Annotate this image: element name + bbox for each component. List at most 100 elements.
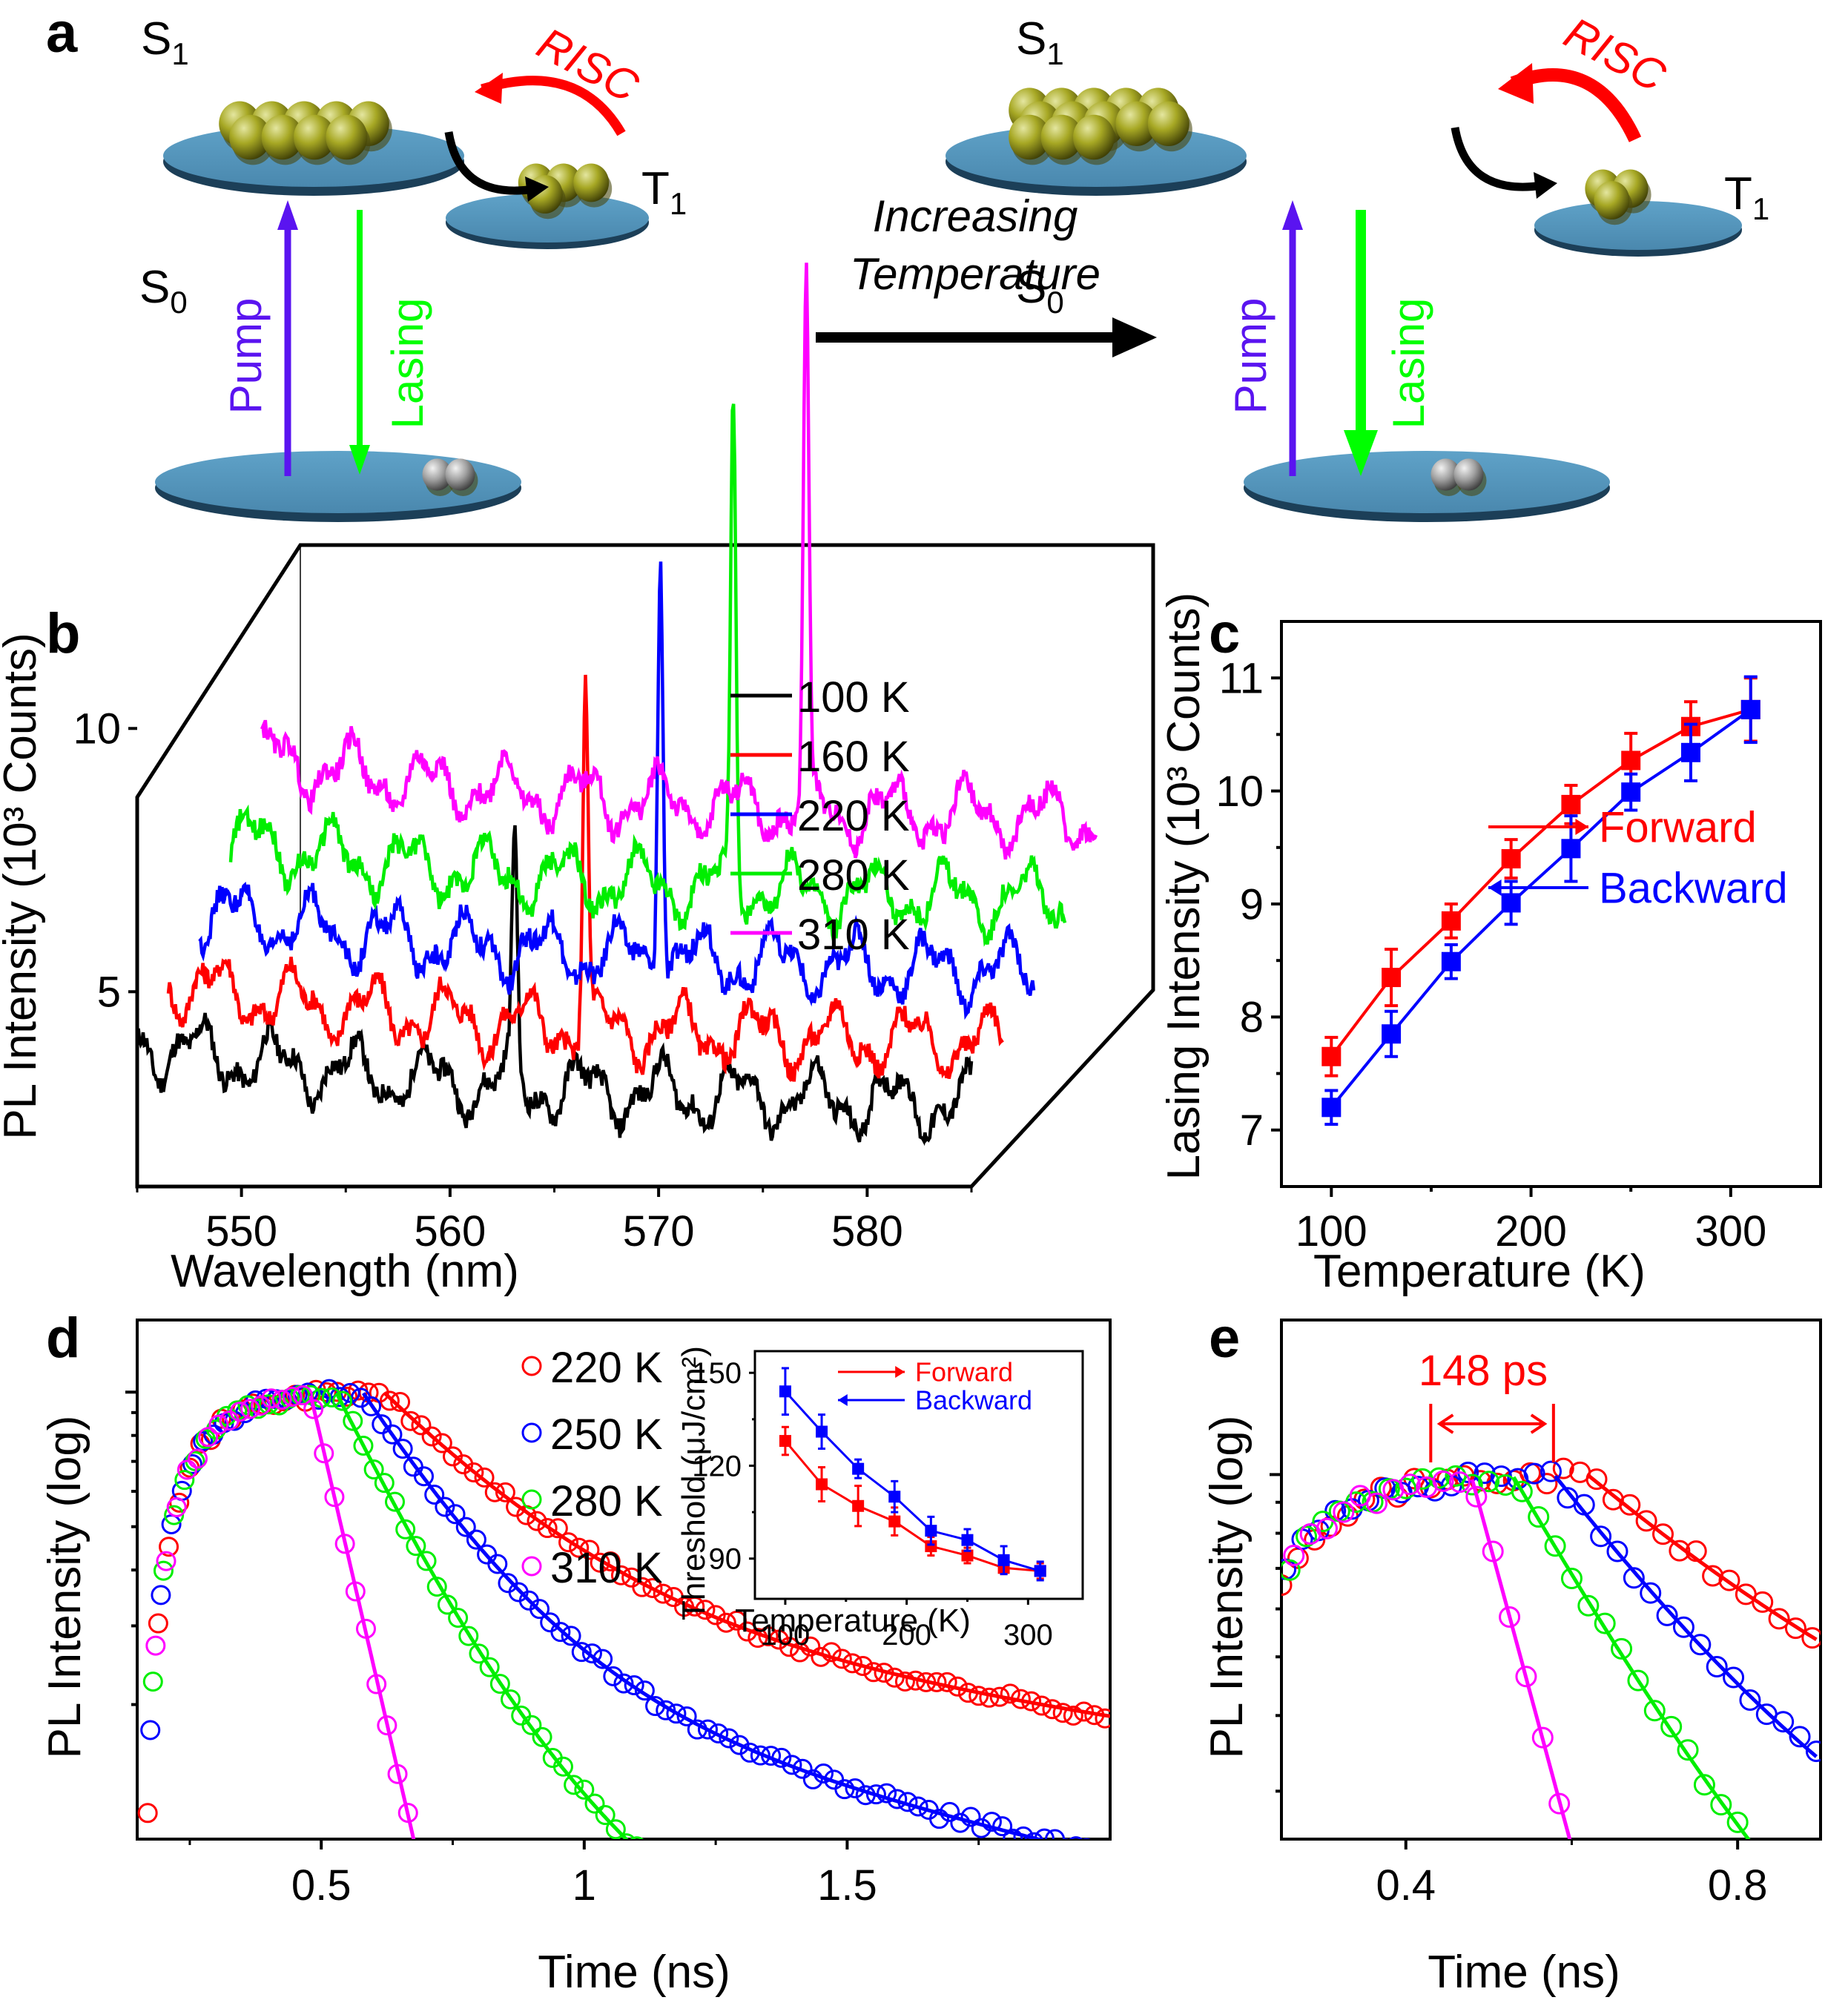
d-plot-series-250k-point: [992, 1816, 1013, 1837]
d-plot-series-280k-point: [437, 1594, 458, 1615]
d-plot-series-250k-point: [971, 1818, 991, 1838]
e-plot-series-250k-point: [1606, 1540, 1628, 1563]
e-plot-series-310k-point: [1482, 1540, 1504, 1563]
d-plot-series-280k-point: [416, 1551, 437, 1571]
d-plot-series-220k-point: [884, 1667, 905, 1688]
d-plot-series-310k-point: [208, 1414, 229, 1435]
d-plot-series-280k-point: [458, 1626, 479, 1646]
d-plot-series-250k-point: [802, 1769, 823, 1789]
e-x-axis-label: Time (ns): [1428, 1947, 1620, 1998]
e-plot-series-280k-point: [1660, 1715, 1683, 1738]
d-plot-series-310k-point: [188, 1448, 208, 1469]
d-plot-series-310k-point: [377, 1715, 397, 1736]
risc-arrowhead: [1498, 63, 1534, 104]
e-plot-series-250k-point: [1672, 1616, 1694, 1638]
d-plot-series-group: [137, 1379, 1110, 1839]
d-plot-series-220k-point: [768, 1629, 789, 1650]
e-plot-series-310k-point: [1316, 1517, 1339, 1540]
e-plot-series-280k-point: [1643, 1700, 1666, 1722]
d-plot-series-220k-point: [1010, 1689, 1031, 1709]
inset-forward-point: [888, 1515, 901, 1528]
panel-letter-a: a: [46, 1, 78, 65]
d-plot-series-220k-point: [748, 1628, 768, 1649]
e-plot-series-250k-point: [1573, 1494, 1595, 1516]
d-plot-series-310k-point: [387, 1763, 408, 1784]
d-plot-series-280k-point: [479, 1657, 500, 1677]
e-plot-series-280k-point: [1445, 1465, 1467, 1487]
c-backward-point: [1561, 839, 1581, 859]
d-y-axis-label: PL Intensity (log): [39, 1416, 90, 1759]
d-plot-series-220k-point: [1021, 1691, 1042, 1712]
e-plot-x-tick-label: 0.4: [1376, 1861, 1436, 1910]
d-plot-series-250k-point: [182, 1453, 202, 1474]
d-plot-series-280k-fit: [335, 1393, 629, 1839]
d-plot-series-250k-point: [666, 1703, 687, 1724]
e-plot-series-250k-point: [1590, 1525, 1612, 1548]
e-y-axis-label: PL Intensity (log): [1201, 1416, 1253, 1759]
d-plot-series-250k-point: [1082, 1838, 1091, 1839]
d-x-axis-label: Time (ns): [538, 1947, 730, 1998]
d-plot-series-280k-point: [448, 1608, 469, 1629]
risc-label: RISC: [1557, 7, 1674, 102]
t1-disk: [1534, 201, 1742, 250]
d-plot-series-220k-point: [569, 1537, 590, 1558]
d-plot-series-280k-point: [426, 1577, 447, 1597]
d-legend-label: 310 K: [550, 1544, 663, 1592]
inset-x-tick-label: 100: [761, 1619, 811, 1651]
d-legend-label: 220 K: [550, 1344, 663, 1392]
increasing-temp-line1: Increasing: [873, 191, 1078, 241]
d-plot-series-310k-point: [334, 1534, 355, 1554]
d-plot-series-280k-point: [469, 1643, 489, 1664]
d-plot-series-220k-point: [800, 1636, 821, 1657]
e-plot-series-220k-point: [1702, 1565, 1724, 1587]
e-plot-series-220k-point: [1784, 1617, 1806, 1640]
inset-y-tick-label: 120: [692, 1450, 742, 1482]
d-plot-series-220k-point: [989, 1686, 1010, 1707]
c-backward-point: [1441, 951, 1461, 971]
b-series-280k: [228, 403, 1067, 947]
d-plot-series-220k-point: [905, 1670, 926, 1691]
d-plot-series-250k-point: [761, 1746, 782, 1766]
e-plot-series-220k-point: [1718, 1569, 1740, 1591]
d-plot-series-250k-point: [771, 1747, 792, 1768]
d-plot-series-250k-point: [750, 1745, 770, 1766]
d-plot-series-250k-point: [940, 1801, 960, 1822]
d-plot-series-250k-point: [792, 1758, 813, 1779]
d-plot-series-280k-point: [584, 1793, 605, 1814]
d-legend-marker: [521, 1356, 542, 1376]
d-plot-series-220k-point: [579, 1540, 600, 1560]
d-plot-series-250k-point: [855, 1785, 876, 1806]
panel-b-waterfall-chart: b 550 560 570 580 5 10 100 K 160 K 220 K 280 K 31…: [0, 263, 1155, 1297]
e-plot-series-310k-point: [1333, 1501, 1355, 1523]
d-plot-series-220k-point: [1052, 1703, 1073, 1723]
e-plot-series-310k-point: [1465, 1485, 1488, 1508]
d-plot-series-220k-point: [547, 1518, 568, 1539]
panel-e-decay-zoom-chart: e 0.4 0.8 Time (ns) PL Intensity (log) 14…: [1201, 1307, 1822, 1998]
inset-forward-point: [925, 1540, 937, 1553]
lasing-arrowhead: [349, 445, 370, 475]
d-plot-series-310k-point: [176, 1459, 197, 1480]
d-plot-series-220k-point: [1095, 1708, 1110, 1729]
inset-forward-line: [784, 1440, 1040, 1572]
d-plot-series-220k-point: [610, 1565, 631, 1585]
inset-backward-point: [997, 1554, 1010, 1566]
s1-molecules: [1009, 88, 1192, 165]
d-plot-series-220k-point: [474, 1467, 495, 1488]
e-plot-series-250k-point: [1623, 1567, 1645, 1589]
b-legend-label: 280 K: [797, 851, 910, 900]
molecule: [1147, 101, 1189, 147]
isc-arrow: [1451, 127, 1543, 191]
d-plot-series-220k-point: [853, 1656, 874, 1677]
d-plot-series-250k-point: [708, 1723, 729, 1743]
c-y-tick-label: 11: [1219, 655, 1264, 703]
d-plot-series-280k-point: [363, 1459, 384, 1480]
d-plot-series-250k-point: [739, 1742, 760, 1763]
d-plot-series-250k-point: [193, 1431, 214, 1451]
d-plot-series-280k-point: [406, 1536, 426, 1557]
d-plot-series-250k-point: [414, 1466, 435, 1487]
c-backward-point: [1501, 893, 1521, 913]
d-plot-series-310k-point: [251, 1396, 271, 1416]
c-y-tick-label: 8: [1240, 994, 1264, 1042]
c-backward-line: [1330, 708, 1752, 1109]
